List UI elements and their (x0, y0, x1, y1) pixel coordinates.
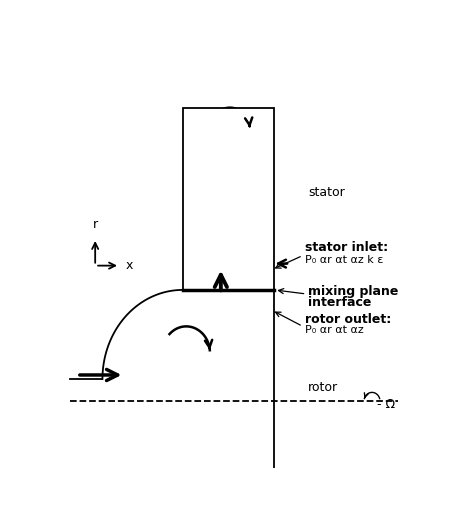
Text: stator: stator (308, 186, 345, 199)
Text: rotor outlet:: rotor outlet: (305, 312, 391, 326)
Text: P₀ αr αt αz: P₀ αr αt αz (305, 326, 363, 336)
Text: interface: interface (308, 296, 372, 309)
Text: mixing plane: mixing plane (308, 286, 399, 298)
Text: P₀ αr αt αz k ε: P₀ αr αt αz k ε (305, 255, 383, 265)
Text: r: r (93, 218, 98, 231)
Text: rotor: rotor (308, 381, 338, 393)
Text: stator inlet:: stator inlet: (305, 241, 388, 254)
Text: x: x (125, 259, 133, 272)
Text: - Ω: - Ω (377, 398, 396, 411)
Bar (183, 108, 274, 290)
